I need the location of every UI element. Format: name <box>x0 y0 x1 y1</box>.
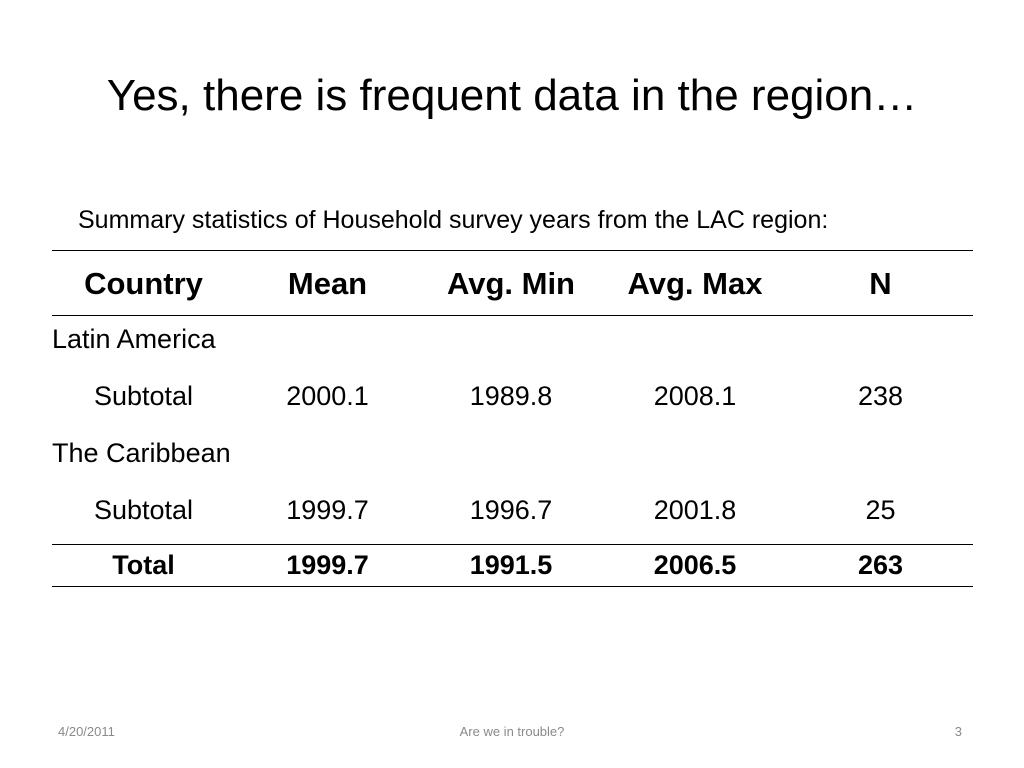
cell-avg-max: 2001.8 <box>653 494 737 525</box>
summary-table: Country Mean Avg. Min Avg. Max N Latin A… <box>52 250 973 587</box>
row-label: Subtotal <box>93 380 194 411</box>
total-avg-max: 2006.5 <box>653 550 737 580</box>
total-mean: 1999.7 <box>286 550 369 580</box>
header-avg-max: Avg. Max <box>627 266 763 301</box>
table-row: Subtotal 2000.1 1989.8 2008.1 238 <box>52 362 973 430</box>
group-label: Latin America <box>52 323 216 354</box>
total-avg-min: 1991.5 <box>469 550 553 580</box>
table-caption: Summary statistics of Household survey y… <box>78 206 829 234</box>
footer-date: 4/20/2011 <box>58 724 115 739</box>
summary-table-container: Country Mean Avg. Min Avg. Max N Latin A… <box>52 250 973 587</box>
header-country: Country <box>84 266 203 301</box>
cell-n: 25 <box>865 494 896 525</box>
group-row-caribbean: The Caribbean <box>52 430 973 476</box>
header-avg-min: Avg. Min <box>446 266 575 301</box>
slide-title: Yes, there is frequent data in the regio… <box>106 71 918 120</box>
header-n: N <box>869 266 892 301</box>
slide-number: 3 <box>954 724 962 739</box>
cell-n: 238 <box>857 380 904 411</box>
row-label: Subtotal <box>93 494 194 525</box>
table-row: Subtotal 1999.7 1996.7 2001.8 25 <box>52 476 973 545</box>
total-row: Total 1999.7 1991.5 2006.5 263 <box>52 544 973 587</box>
total-label: Total <box>112 550 175 580</box>
footer-title: Are we in trouble? <box>459 724 565 739</box>
cell-avg-min: 1989.8 <box>469 380 553 411</box>
table-header-row: Country Mean Avg. Min Avg. Max N <box>52 250 973 316</box>
total-n: 263 <box>857 550 904 580</box>
cell-mean: 1999.7 <box>286 494 369 525</box>
cell-avg-max: 2008.1 <box>653 380 737 411</box>
header-mean: Mean <box>287 266 368 301</box>
group-row-latin-america: Latin America <box>52 316 973 363</box>
cell-mean: 2000.1 <box>286 380 369 411</box>
cell-avg-min: 1996.7 <box>469 494 553 525</box>
group-label: The Caribbean <box>52 437 231 468</box>
